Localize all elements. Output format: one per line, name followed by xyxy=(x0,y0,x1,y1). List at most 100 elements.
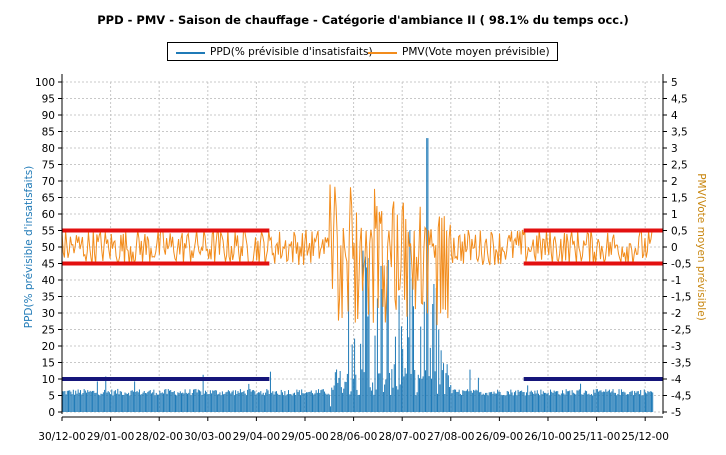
ppd-bar xyxy=(565,389,567,412)
ppd-bar xyxy=(137,392,139,412)
ppd-bar xyxy=(80,390,82,412)
ppd-bar xyxy=(409,230,411,412)
ppd-bar xyxy=(307,392,309,412)
ppd-bar xyxy=(233,395,235,412)
ppd-bar xyxy=(150,393,152,412)
ppd-bar xyxy=(279,394,281,412)
left-tick-label: 70 xyxy=(42,176,55,188)
ppd-bar xyxy=(469,369,471,412)
ppd-bar xyxy=(376,298,378,412)
ppd-bar xyxy=(483,394,485,412)
ppd-bar xyxy=(554,391,556,412)
ppd-bar xyxy=(600,390,602,412)
ppd-bar xyxy=(503,394,505,412)
ppd-bar xyxy=(168,390,170,412)
ppd-bar xyxy=(298,390,300,412)
right-axis-label: PMV(Vote moyen prévisible) xyxy=(695,173,707,321)
x-tick-label: 26/10-00 xyxy=(524,431,571,443)
ppd-bar xyxy=(630,391,632,412)
ppd-bar xyxy=(189,389,191,412)
ppd-bar xyxy=(464,391,466,412)
ppd-bar xyxy=(577,390,579,412)
x-axis-ticks: 30/12-00 29/01-00 28/02-00 30/03-00 29/04-00… xyxy=(38,417,669,443)
ppd-bar xyxy=(267,390,269,412)
ppd-bar xyxy=(576,390,578,412)
left-tick-label: 0 xyxy=(48,407,55,419)
ppd-bar xyxy=(241,392,243,412)
ppd-bar xyxy=(338,377,340,412)
left-tick-label: 80 xyxy=(42,143,55,155)
ppd-bar xyxy=(354,338,356,412)
ppd-bar xyxy=(110,394,112,412)
x-tick-label: 25/11-00 xyxy=(573,431,620,443)
ppd-bar xyxy=(76,393,78,412)
ppd-bar xyxy=(578,389,580,412)
ppd-bar xyxy=(219,392,221,412)
ppd-bar xyxy=(292,393,294,412)
ppd-bar xyxy=(366,267,368,412)
ppd-bar xyxy=(325,393,327,412)
ppd-bar xyxy=(99,395,101,412)
ppd-bar xyxy=(437,393,439,412)
right-tick-label: -1 xyxy=(671,275,681,287)
ppd-bar xyxy=(104,389,106,412)
ppd-bar xyxy=(451,393,453,412)
axes xyxy=(61,74,664,418)
right-tick-label: -3,5 xyxy=(671,358,692,370)
ppd-bar xyxy=(86,392,88,412)
ppd-bar xyxy=(136,390,138,412)
ppd-bar xyxy=(640,390,642,412)
ppd-bar xyxy=(339,371,341,412)
ppd-bar xyxy=(131,390,133,412)
ppd-bar xyxy=(120,391,122,412)
ppd-bar xyxy=(510,389,512,412)
ppd-bar xyxy=(196,392,198,412)
ppd-bar xyxy=(564,394,566,412)
ppd-bar xyxy=(384,384,386,412)
ppd-bar xyxy=(122,394,124,412)
ppd-bar xyxy=(248,383,250,412)
ppd-bar xyxy=(296,389,298,412)
ppd-bar xyxy=(415,395,417,412)
ppd-bar xyxy=(138,389,140,412)
ppd-bar xyxy=(470,390,472,412)
ppd-bar xyxy=(84,390,86,412)
left-axis-label: PPD(% prévisible d'insatisfaits) xyxy=(23,166,35,329)
ppd-bar xyxy=(344,381,346,412)
ppd-bar xyxy=(574,393,576,412)
left-tick-label: 30 xyxy=(42,308,55,320)
ppd-bar xyxy=(113,391,115,412)
ppd-bar xyxy=(217,394,219,412)
ppd-bar xyxy=(202,374,204,412)
ppd-bar xyxy=(71,394,73,412)
ppd-bar xyxy=(245,395,247,412)
left-tick-label: 40 xyxy=(42,275,55,287)
ppd-bar xyxy=(463,390,465,412)
left-tick-label: 50 xyxy=(42,242,55,254)
ppd-bar xyxy=(363,372,365,412)
ppd-bar xyxy=(87,390,89,412)
ppd-bar xyxy=(629,392,631,412)
ppd-bar xyxy=(388,372,390,412)
ppd-bar xyxy=(580,383,582,412)
ppd-bar xyxy=(570,395,572,412)
ppd-bar xyxy=(641,395,643,412)
ppd-bar xyxy=(283,395,285,412)
ppd-bar xyxy=(74,394,76,412)
ppd-bar xyxy=(536,390,538,412)
left-tick-label: 90 xyxy=(42,110,55,122)
ppd-bar xyxy=(352,378,354,412)
ppd-bar xyxy=(231,391,233,412)
ppd-bar xyxy=(402,348,404,412)
ppd-bar xyxy=(152,392,154,412)
ppd-bar xyxy=(505,395,507,412)
ppd-bar xyxy=(236,393,238,412)
ppd-bar xyxy=(179,391,181,412)
ppd-bar xyxy=(480,391,482,412)
ppd-bar xyxy=(165,389,167,412)
ppd-bar xyxy=(646,393,648,412)
ppd-bar xyxy=(507,391,509,412)
ppd-bar xyxy=(66,390,68,412)
left-tick-label: 35 xyxy=(42,292,55,304)
ppd-bar xyxy=(176,395,178,412)
